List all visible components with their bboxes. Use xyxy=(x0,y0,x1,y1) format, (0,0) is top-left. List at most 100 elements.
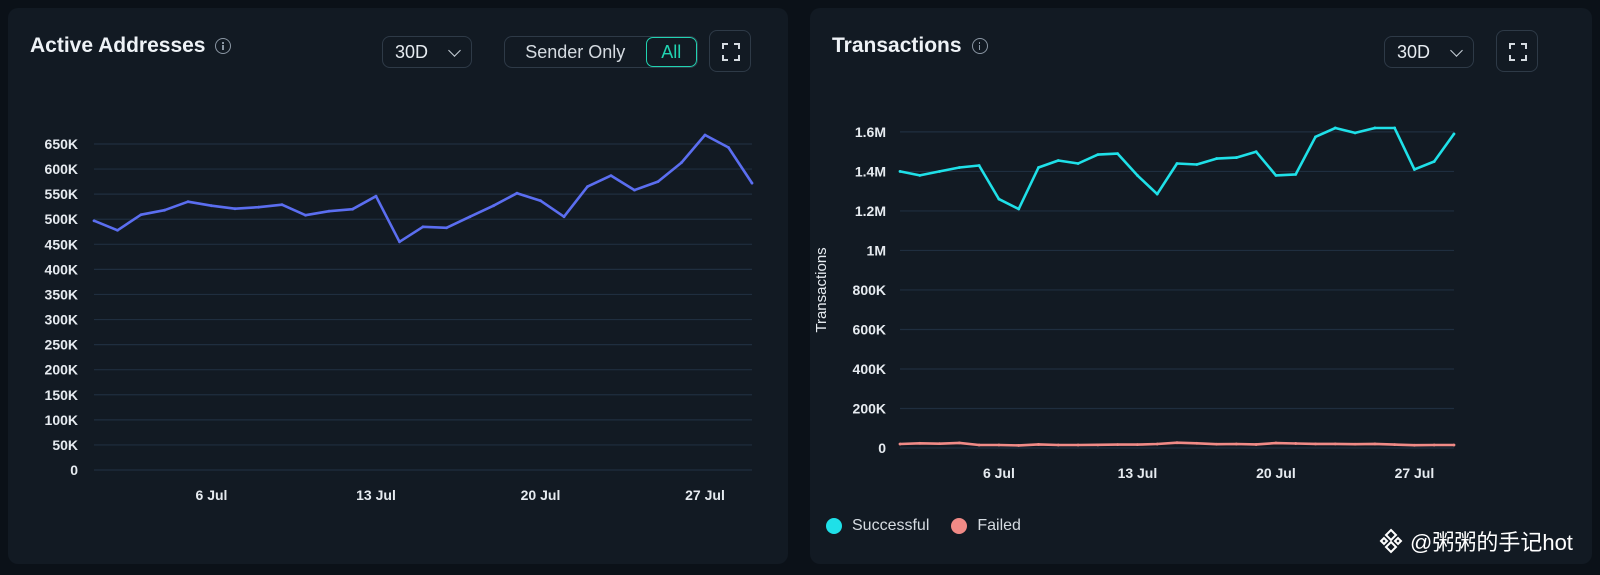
data-point xyxy=(1353,442,1357,446)
active-addresses-panel: Active Addresses 30D Sender Only All 0 50… xyxy=(8,8,788,564)
data-point xyxy=(1254,150,1258,154)
info-icon[interactable] xyxy=(215,38,232,54)
data-point xyxy=(139,213,143,217)
expand-icon xyxy=(722,43,740,61)
period-dropdown-value: 30D xyxy=(395,41,429,62)
data-point xyxy=(492,204,495,208)
data-point xyxy=(938,170,941,173)
data-point xyxy=(1314,442,1317,446)
y-tick-label: 0 xyxy=(70,462,78,478)
data-point xyxy=(1353,131,1357,135)
data-point xyxy=(997,443,1001,447)
transactions-title-row: Transactions xyxy=(832,34,988,58)
y-tick-label: 650K xyxy=(45,136,78,152)
data-point xyxy=(997,197,1001,201)
data-point xyxy=(1294,442,1298,445)
data-point xyxy=(703,133,707,137)
legend-item-failed[interactable]: Failed xyxy=(951,517,1021,535)
sender-only-option[interactable]: Sender Only xyxy=(525,41,626,62)
period-dropdown[interactable]: 30D xyxy=(1384,36,1474,68)
data-point xyxy=(421,225,425,229)
y-tick-label: 1.6M xyxy=(855,124,886,140)
data-point xyxy=(186,200,190,204)
data-point xyxy=(1056,159,1060,162)
data-point xyxy=(750,181,754,185)
data-point xyxy=(1215,157,1218,160)
data-point xyxy=(327,209,331,213)
data-point xyxy=(1116,152,1120,156)
data-point xyxy=(1234,442,1238,446)
data-point xyxy=(1393,126,1397,130)
active-addresses-title: Active Addresses xyxy=(30,34,206,57)
watermark: @粥粥的手记hot xyxy=(1378,525,1573,557)
data-point xyxy=(1333,442,1337,446)
legend-label-failed: Failed xyxy=(977,517,1021,534)
data-point xyxy=(633,188,636,192)
data-point xyxy=(977,164,981,167)
data-point xyxy=(210,204,213,208)
y-tick-label: 600K xyxy=(853,321,886,337)
data-point xyxy=(1037,443,1040,446)
legend-swatch-successful xyxy=(826,518,842,534)
data-point xyxy=(680,161,683,164)
data-point xyxy=(1096,443,1100,447)
fullscreen-button[interactable] xyxy=(1496,30,1538,72)
y-tick-label: 100K xyxy=(45,412,78,428)
data-point xyxy=(116,228,119,232)
logo-icon xyxy=(1379,528,1403,554)
x-tick-label: 13 Jul xyxy=(1118,465,1158,481)
data-point xyxy=(1116,443,1120,447)
data-point xyxy=(1136,173,1139,177)
data-point xyxy=(1314,135,1317,139)
x-tick-label: 6 Jul xyxy=(196,487,228,503)
data-point xyxy=(1017,444,1021,447)
y-tick-label: 1.4M xyxy=(855,163,886,179)
data-point xyxy=(977,443,981,447)
data-point xyxy=(374,194,378,198)
x-tick-label: 13 Jul xyxy=(356,487,396,503)
fullscreen-button[interactable] xyxy=(709,30,751,72)
data-point xyxy=(1432,443,1436,447)
data-point xyxy=(351,207,354,211)
data-point xyxy=(1432,160,1436,163)
data-point xyxy=(1373,442,1377,446)
data-point xyxy=(1175,441,1179,445)
data-point xyxy=(1333,126,1337,130)
y-tick-label: 500K xyxy=(45,211,78,227)
period-dropdown-value: 30D xyxy=(1397,41,1431,62)
data-point xyxy=(398,240,401,244)
y-tick-label: 550K xyxy=(45,186,78,202)
data-point xyxy=(163,208,166,212)
data-point xyxy=(1413,443,1416,447)
data-point xyxy=(1294,172,1298,176)
data-point xyxy=(280,203,284,207)
data-point xyxy=(918,441,922,445)
legend-item-successful[interactable]: Successful xyxy=(826,517,929,535)
y-tick-label: 400K xyxy=(853,361,886,377)
all-option[interactable]: All xyxy=(645,37,697,67)
data-point xyxy=(1393,443,1397,447)
data-point xyxy=(1155,192,1159,196)
legend-label-successful: Successful xyxy=(852,517,930,534)
data-point xyxy=(92,219,96,223)
y-tick-label: 1M xyxy=(867,242,886,258)
data-point xyxy=(1215,442,1218,446)
data-point xyxy=(1037,166,1040,169)
y-tick-label: 450K xyxy=(45,236,78,252)
data-point xyxy=(468,215,472,219)
y-tick-label: 800K xyxy=(853,282,886,298)
legend-swatch-failed xyxy=(951,518,968,534)
data-point xyxy=(1175,162,1179,165)
period-dropdown[interactable]: 30D xyxy=(382,36,472,68)
data-point xyxy=(257,205,260,209)
data-point xyxy=(957,441,961,445)
y-tick-label: 350K xyxy=(45,286,78,302)
x-tick-label: 20 Jul xyxy=(1256,465,1296,481)
data-point xyxy=(1155,442,1159,446)
y-tick-label: 1.2M xyxy=(855,203,886,219)
info-icon[interactable] xyxy=(971,38,988,54)
data-point xyxy=(1413,168,1416,171)
x-tick-label: 27 Jul xyxy=(685,487,725,503)
y-tick-label: 200K xyxy=(853,400,886,416)
data-point xyxy=(918,173,922,177)
